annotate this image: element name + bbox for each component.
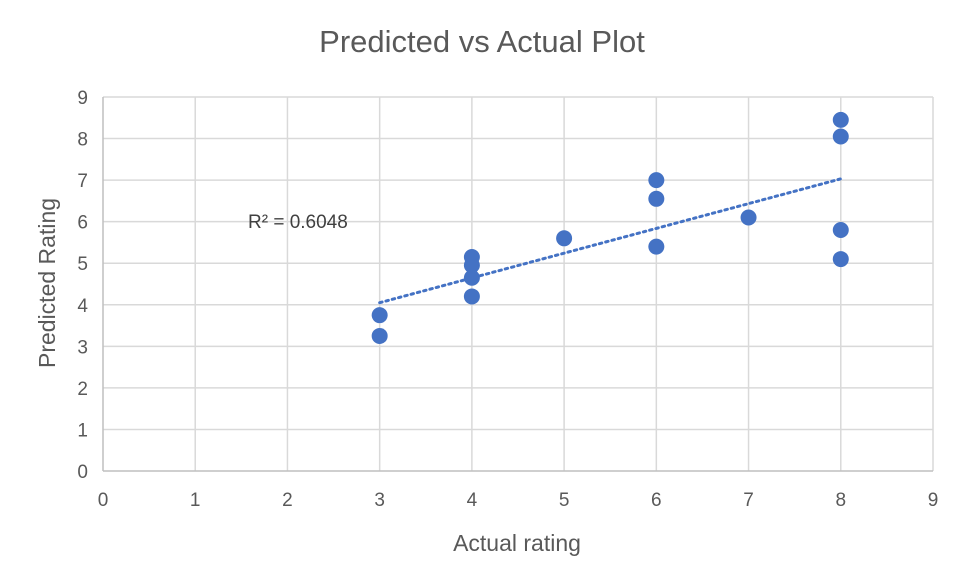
data-point — [832, 221, 849, 238]
x-tick-label: 9 — [928, 490, 939, 511]
y-tick-label: 0 — [77, 462, 88, 483]
y-tick-label: 4 — [77, 296, 88, 317]
y-axis-title: Predicted Rating — [34, 198, 60, 368]
y-tick-label: 7 — [77, 171, 88, 192]
data-point — [832, 128, 849, 145]
y-tick-label: 9 — [77, 88, 88, 109]
data-point — [648, 190, 665, 207]
y-tick-label: 6 — [77, 213, 88, 234]
y-tick-label: 8 — [77, 130, 88, 151]
x-tick-label: 1 — [190, 490, 201, 511]
x-tick-label: 3 — [374, 490, 385, 511]
data-point — [463, 257, 480, 274]
x-axis-title: Actual rating — [453, 530, 581, 556]
data-point — [740, 209, 757, 226]
data-point — [832, 111, 849, 128]
x-tick-labels: 0 1 2 3 4 5 6 7 8 9 — [98, 490, 939, 511]
data-point — [463, 269, 480, 286]
y-tick-labels: 0 1 2 3 4 5 6 7 8 9 — [77, 88, 88, 483]
x-tick-label: 8 — [835, 490, 846, 511]
r-squared-annotation: R² = 0.6048 — [248, 212, 348, 233]
data-point — [832, 251, 849, 268]
trendline-layer — [378, 177, 843, 305]
y-tick-label: 1 — [77, 420, 88, 441]
data-point — [371, 307, 388, 324]
x-tick-label: 6 — [651, 490, 662, 511]
data-point — [648, 172, 665, 189]
gridlines — [103, 96, 934, 471]
chart-title: Predicted vs Actual Plot — [319, 24, 645, 59]
y-tick-label: 5 — [77, 254, 88, 275]
x-tick-label: 7 — [743, 490, 754, 511]
y-tick-label: 3 — [77, 337, 88, 358]
data-point — [556, 230, 573, 247]
x-tick-label: 4 — [467, 490, 478, 511]
x-tick-label: 5 — [559, 490, 570, 511]
data-point — [463, 288, 480, 305]
axes — [102, 97, 933, 472]
y-tick-label: 2 — [77, 379, 88, 400]
data-points — [371, 111, 849, 344]
x-tick-label: 0 — [98, 490, 109, 511]
data-point — [371, 327, 388, 344]
data-point — [648, 238, 665, 255]
trendline — [378, 177, 843, 305]
x-tick-label: 2 — [282, 490, 293, 511]
